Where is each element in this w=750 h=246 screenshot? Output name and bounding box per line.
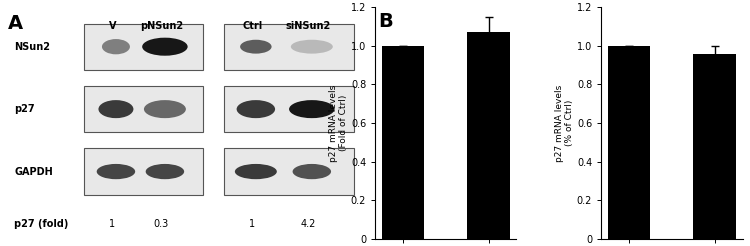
Y-axis label: p27 mRNA levels
(Fold of Ctrl): p27 mRNA levels (Fold of Ctrl) [328,84,348,162]
Ellipse shape [142,38,188,56]
Ellipse shape [102,39,130,54]
Text: 1: 1 [110,219,116,229]
Bar [382,46,424,239]
Text: B: B [379,12,394,31]
Ellipse shape [146,164,184,179]
Text: V: V [109,20,116,31]
Y-axis label: p27 mRNA levels
(% of Ctrl): p27 mRNA levels (% of Ctrl) [555,84,574,162]
Text: siNSun2: siNSun2 [286,20,331,31]
Ellipse shape [97,164,135,179]
Bar [467,32,510,239]
Text: p27 (fold): p27 (fold) [14,219,69,229]
Bar [224,86,354,132]
Ellipse shape [240,40,272,54]
Ellipse shape [144,100,186,118]
Text: NSun2: NSun2 [14,42,50,52]
Bar [85,86,203,132]
Ellipse shape [292,164,331,179]
Text: A: A [8,14,22,33]
Ellipse shape [235,164,277,179]
Text: 0.3: 0.3 [154,219,169,229]
Bar [85,148,203,195]
Text: 1: 1 [249,219,256,229]
Bar [224,148,354,195]
Bar [224,24,354,70]
Ellipse shape [236,100,275,118]
Ellipse shape [289,100,334,118]
Bar [693,54,736,239]
Ellipse shape [291,40,333,54]
Text: p27: p27 [14,104,35,114]
Text: GAPDH: GAPDH [14,167,53,177]
Text: Ctrl: Ctrl [242,20,262,31]
Text: 4.2: 4.2 [301,219,316,229]
Text: pNSun2: pNSun2 [140,20,183,31]
Bar [608,46,650,239]
Bar [85,24,203,70]
Ellipse shape [98,100,134,118]
